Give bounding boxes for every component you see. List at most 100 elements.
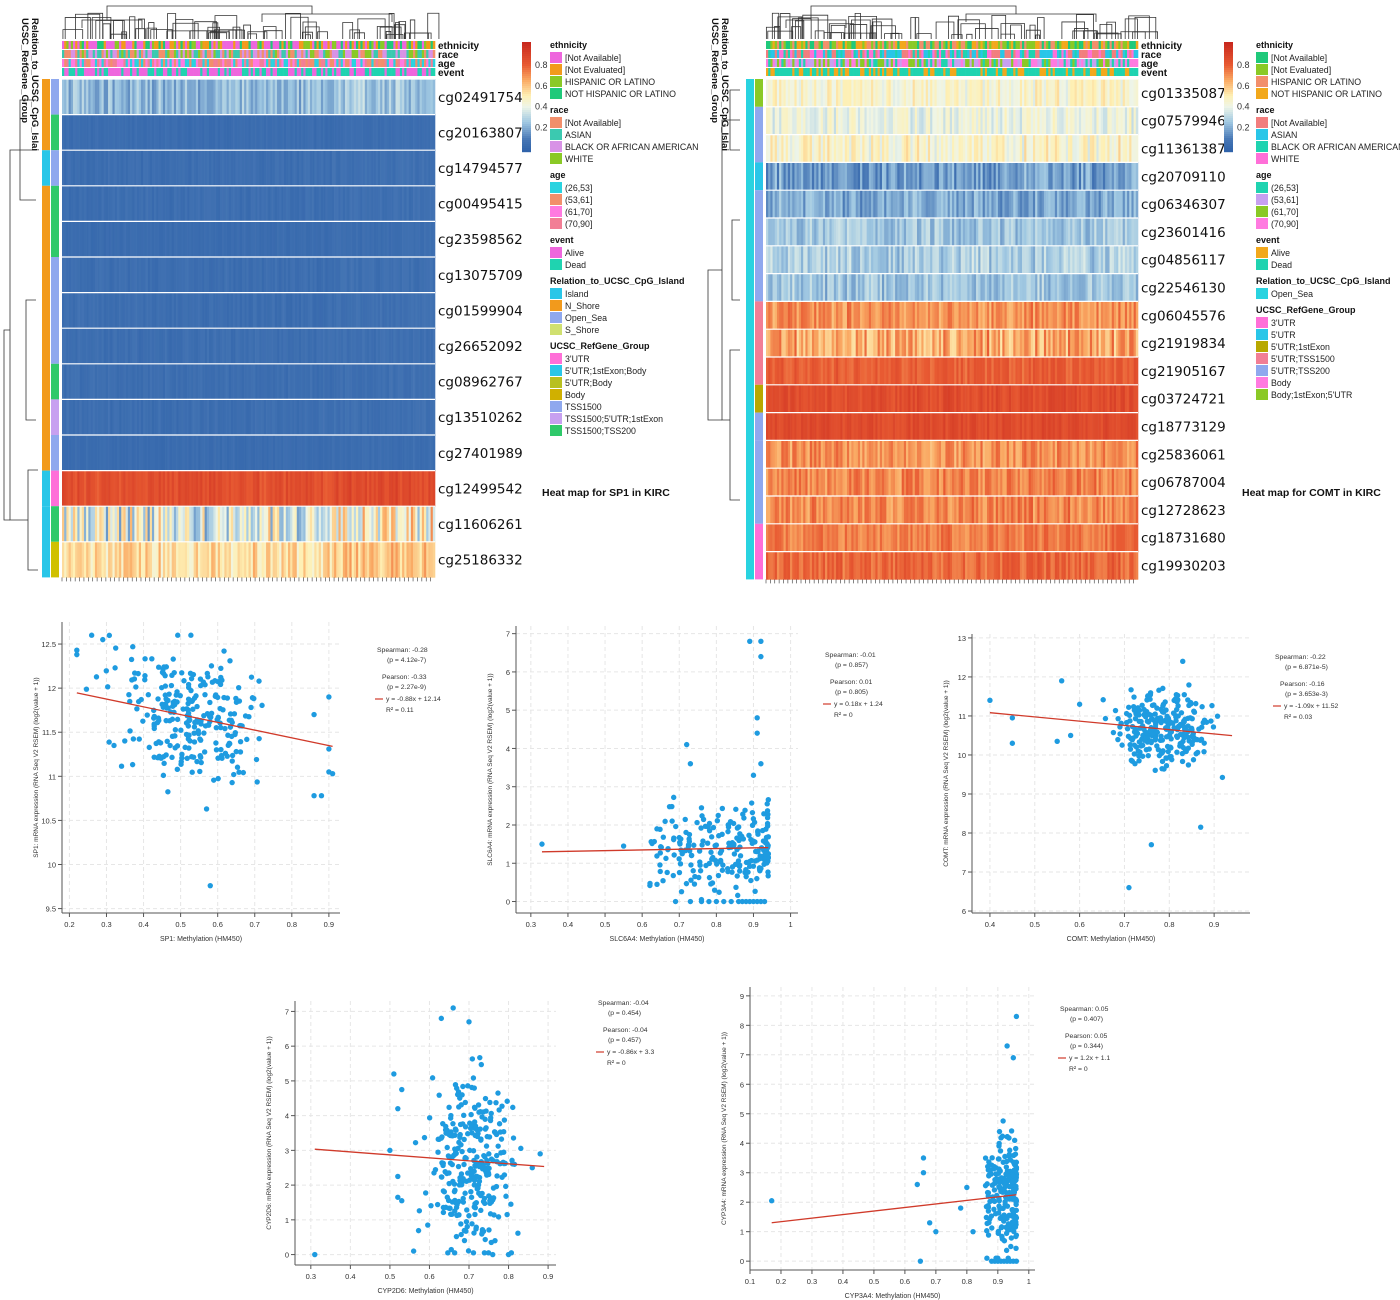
x-tick-label: 0.8 <box>962 1277 972 1286</box>
legend-item: Alive <box>565 248 584 258</box>
legend-title: age <box>550 170 566 180</box>
data-point <box>462 1190 468 1196</box>
data-point <box>1013 1186 1019 1192</box>
stat-pearson: Pearson: 0.05 <box>1065 1033 1108 1040</box>
data-point <box>438 1174 445 1180</box>
legend-item: [Not Available] <box>1271 118 1327 128</box>
data-point <box>764 860 770 866</box>
x-tick-label: 0.3 <box>101 920 111 929</box>
stat-pearson-p: (p = 0.457) <box>608 1037 641 1044</box>
data-point <box>687 898 694 905</box>
data-point <box>422 1190 429 1196</box>
data-point <box>138 696 144 703</box>
data-point <box>731 851 738 857</box>
data-point <box>1002 1198 1008 1205</box>
data-point <box>145 692 152 698</box>
data-point <box>205 722 212 728</box>
data-point <box>229 758 235 764</box>
data-point <box>461 1161 467 1168</box>
data-point <box>1010 1178 1016 1185</box>
legend-swatch <box>1256 88 1268 99</box>
data-point <box>683 880 690 887</box>
data-point <box>989 1182 996 1188</box>
legend-swatch <box>550 413 562 424</box>
y-tick-label: 10 <box>958 751 966 760</box>
data-point <box>1139 702 1145 708</box>
legend-item: Island <box>565 289 589 299</box>
regression-line <box>76 692 333 748</box>
data-point <box>991 1198 997 1204</box>
y-tick-label: 7 <box>740 1051 744 1060</box>
data-point <box>415 1227 422 1234</box>
data-point <box>482 1095 489 1102</box>
data-point <box>155 696 161 702</box>
data-point <box>185 681 192 688</box>
data-point <box>178 761 184 767</box>
x-tick-label: 0.9 <box>748 920 758 929</box>
data-point <box>471 1182 478 1188</box>
data-point <box>510 1135 517 1141</box>
data-point <box>1179 750 1186 757</box>
data-point <box>476 1109 482 1115</box>
colorbar-tick: 0.8 <box>1237 60 1250 70</box>
y-tick-label: 6 <box>506 668 510 677</box>
legend-item: 3'UTR <box>565 354 590 364</box>
data-point <box>236 698 243 704</box>
legend-item: N_Shore <box>565 301 600 311</box>
data-point <box>995 1176 1001 1182</box>
data-point <box>515 1230 521 1236</box>
data-point <box>465 1131 471 1137</box>
data-point <box>169 754 175 761</box>
probe-label: cg22546130 <box>1141 281 1226 297</box>
data-point <box>434 1201 441 1208</box>
legend-item: ASIAN <box>1271 130 1297 140</box>
data-point <box>483 1169 489 1176</box>
data-point <box>690 868 696 874</box>
data-point <box>1000 1118 1006 1124</box>
track-label: age <box>438 59 456 70</box>
data-point <box>428 1202 434 1209</box>
legend-swatch <box>1256 377 1268 388</box>
data-point <box>706 898 712 905</box>
legend-swatch <box>1256 259 1268 270</box>
data-point <box>1010 1055 1017 1061</box>
x-tick-label: 0.6 <box>637 920 647 929</box>
legend-swatch <box>1256 153 1268 164</box>
data-point <box>436 1092 442 1098</box>
data-point <box>503 1193 509 1199</box>
data-point <box>1124 726 1131 732</box>
data-point <box>1201 740 1207 746</box>
data-point <box>733 806 739 812</box>
data-point <box>1013 1233 1019 1240</box>
data-point <box>1152 718 1158 724</box>
y-tick-label: 0 <box>740 1257 744 1266</box>
legend-item: (70,90] <box>565 219 592 229</box>
x-tick-label: 0.3 <box>526 920 536 929</box>
data-point <box>450 1005 456 1011</box>
data-point <box>1132 715 1139 722</box>
data-point <box>1123 710 1130 717</box>
y-axis-label: SLC6A4: mRNA expression (RNA Seq V2 RSEM… <box>487 673 494 865</box>
data-point <box>657 850 664 856</box>
data-point <box>1131 751 1138 757</box>
scatter-sp1: 0.2 0.3 0.4 0.5 0.6 0.7 0.8 0.9 9.5 10 10.5 11 11.5 1… <box>33 622 441 943</box>
data-point <box>719 867 726 873</box>
data-point <box>1013 1245 1019 1251</box>
legend-swatch <box>550 206 562 217</box>
data-point <box>207 882 213 889</box>
data-point <box>1164 716 1171 723</box>
data-point <box>448 1246 454 1253</box>
data-point <box>1115 736 1121 743</box>
y-tick-label: 11.5 <box>42 728 56 737</box>
data-point <box>1135 748 1141 754</box>
data-point <box>387 1147 393 1154</box>
legend-item: [Not Evaluated] <box>565 65 625 75</box>
legend-item: [Not Evaluated] <box>1271 65 1331 75</box>
data-point <box>453 1085 460 1091</box>
x-axis-label: COMT: Methylation (HM450) <box>1067 936 1156 943</box>
y-tick-label: 1 <box>740 1228 744 1237</box>
data-point <box>984 1181 990 1187</box>
data-point <box>672 898 679 905</box>
data-point <box>1156 687 1162 693</box>
column-dendrogram <box>62 5 440 39</box>
